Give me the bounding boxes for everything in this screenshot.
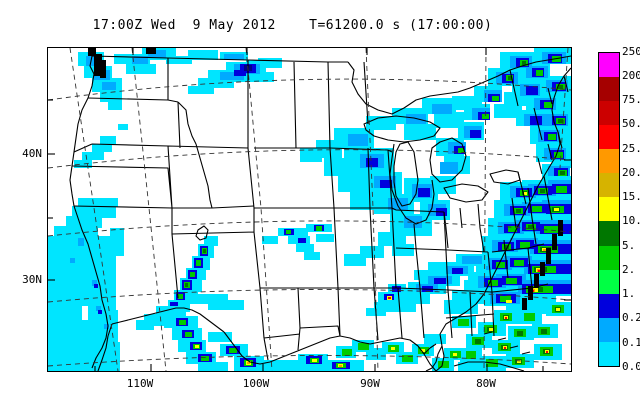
colorbar-label-2: 2.	[622, 263, 636, 276]
state-borders-northeast	[509, 69, 569, 205]
latlon-gridlines	[48, 48, 571, 371]
bahamas-outline	[483, 331, 531, 355]
colorbar-label-25: 25.	[622, 142, 640, 155]
precip-region-central-plains-green	[286, 226, 322, 234]
border-canada-lakes	[347, 55, 571, 115]
colorbar-label-50: 50.	[622, 117, 640, 130]
colorbar-band-5	[599, 173, 619, 198]
lake-superior	[363, 115, 441, 143]
coastline-gulf	[223, 331, 437, 371]
colorbar-band-0	[599, 53, 619, 78]
colorbar-label-15: 15.	[622, 190, 640, 203]
lake-michigan	[393, 141, 419, 207]
precip-region-appalachian-black-ridge	[522, 220, 563, 310]
xtick-label-110W: 110W	[126, 377, 154, 390]
border-mexico	[111, 307, 225, 333]
precip-region-great-lakes-green	[458, 96, 499, 153]
precip-region-west-texas-orange	[247, 362, 342, 367]
precip-field	[48, 48, 571, 371]
gridline-lat-40N	[48, 149, 571, 169]
michigan-outline	[389, 143, 435, 225]
colorbar-band-2	[599, 101, 619, 126]
state-borders-southeast	[373, 287, 495, 341]
precip-region-california-deep	[94, 284, 102, 314]
ytick-label-30N: 30N	[22, 273, 42, 286]
xtick-label-100W: 100W	[242, 377, 270, 390]
figure-title: 17:00Z Wed 9 May 2012 T=61200.0 s (17:00…	[92, 18, 493, 33]
colorbar-band-9	[599, 269, 619, 294]
colorbar-band-7	[599, 221, 619, 246]
colorbar-label-75: 75.	[622, 93, 640, 106]
colorbar-band-1	[599, 77, 619, 102]
precip-region-southeast-red	[504, 317, 548, 353]
map-plot-panel	[47, 47, 572, 372]
gridline-lat-25N	[48, 355, 571, 367]
gridline-lat-35N	[48, 220, 571, 237]
colorbar-label-200: 200.	[622, 69, 640, 82]
state-borders-texas	[263, 287, 341, 361]
state-borders-midwest	[413, 203, 493, 293]
colorbar-label-10: 10.	[622, 214, 640, 227]
great-salt-lake	[195, 225, 209, 241]
colorbar-label-001: 0.01	[622, 360, 640, 373]
xtick-label-80W: 80W	[476, 377, 496, 390]
colorbar-band-8	[599, 245, 619, 270]
precip-region-colorado-dark-green	[185, 249, 206, 287]
state-borders-intermountain	[172, 101, 255, 209]
colorbar-label-1: 1.	[622, 287, 636, 300]
colorbar-band-3	[599, 125, 619, 150]
gridline-lon-120W	[69, 48, 119, 371]
xtick-label-90W: 90W	[360, 377, 380, 390]
precip-region-northeast-dark-green	[508, 61, 565, 175]
gridline-lon-110W	[131, 48, 167, 371]
colorbar-band-11	[599, 317, 619, 342]
precipitation-colorbar	[598, 52, 620, 367]
axis-ticks	[48, 48, 571, 371]
state-borders-plains	[329, 61, 449, 291]
map-boundaries	[69, 55, 571, 371]
precip-region-cascades-black	[88, 48, 156, 78]
colorbar-label-5: 5.	[622, 239, 636, 252]
cuba-outline	[453, 361, 525, 371]
state-borders-appalachia	[491, 175, 553, 293]
coastline-baja	[97, 323, 113, 371]
colorbar-label-025: 0.25	[622, 311, 640, 324]
map-canvas	[48, 48, 571, 371]
colorbar-label-010: 0.10	[622, 336, 640, 349]
ytick-label-40N: 40N	[22, 147, 42, 160]
gridline-lat-30N	[48, 289, 571, 303]
lake-huron	[429, 137, 467, 183]
coastline-pacific	[69, 55, 109, 369]
colorbar-label-20: 20.	[622, 166, 640, 179]
gridline-lat-45N	[48, 78, 571, 101]
colorbar-band-6	[599, 197, 619, 222]
precip-region-pacific-california	[48, 198, 124, 371]
gridline-lon-70W	[559, 48, 569, 169]
florida-outline	[423, 343, 443, 371]
colorbar-band-12	[599, 341, 619, 366]
colorbar-label-250: 250.	[622, 45, 640, 58]
precip-region-florida-hot	[391, 347, 457, 356]
colorbar-band-10	[599, 293, 619, 318]
precip-region-california-cores	[70, 238, 109, 329]
colorbar-band-4	[599, 149, 619, 174]
precip-region-gulf-coast-hot	[388, 297, 391, 299]
